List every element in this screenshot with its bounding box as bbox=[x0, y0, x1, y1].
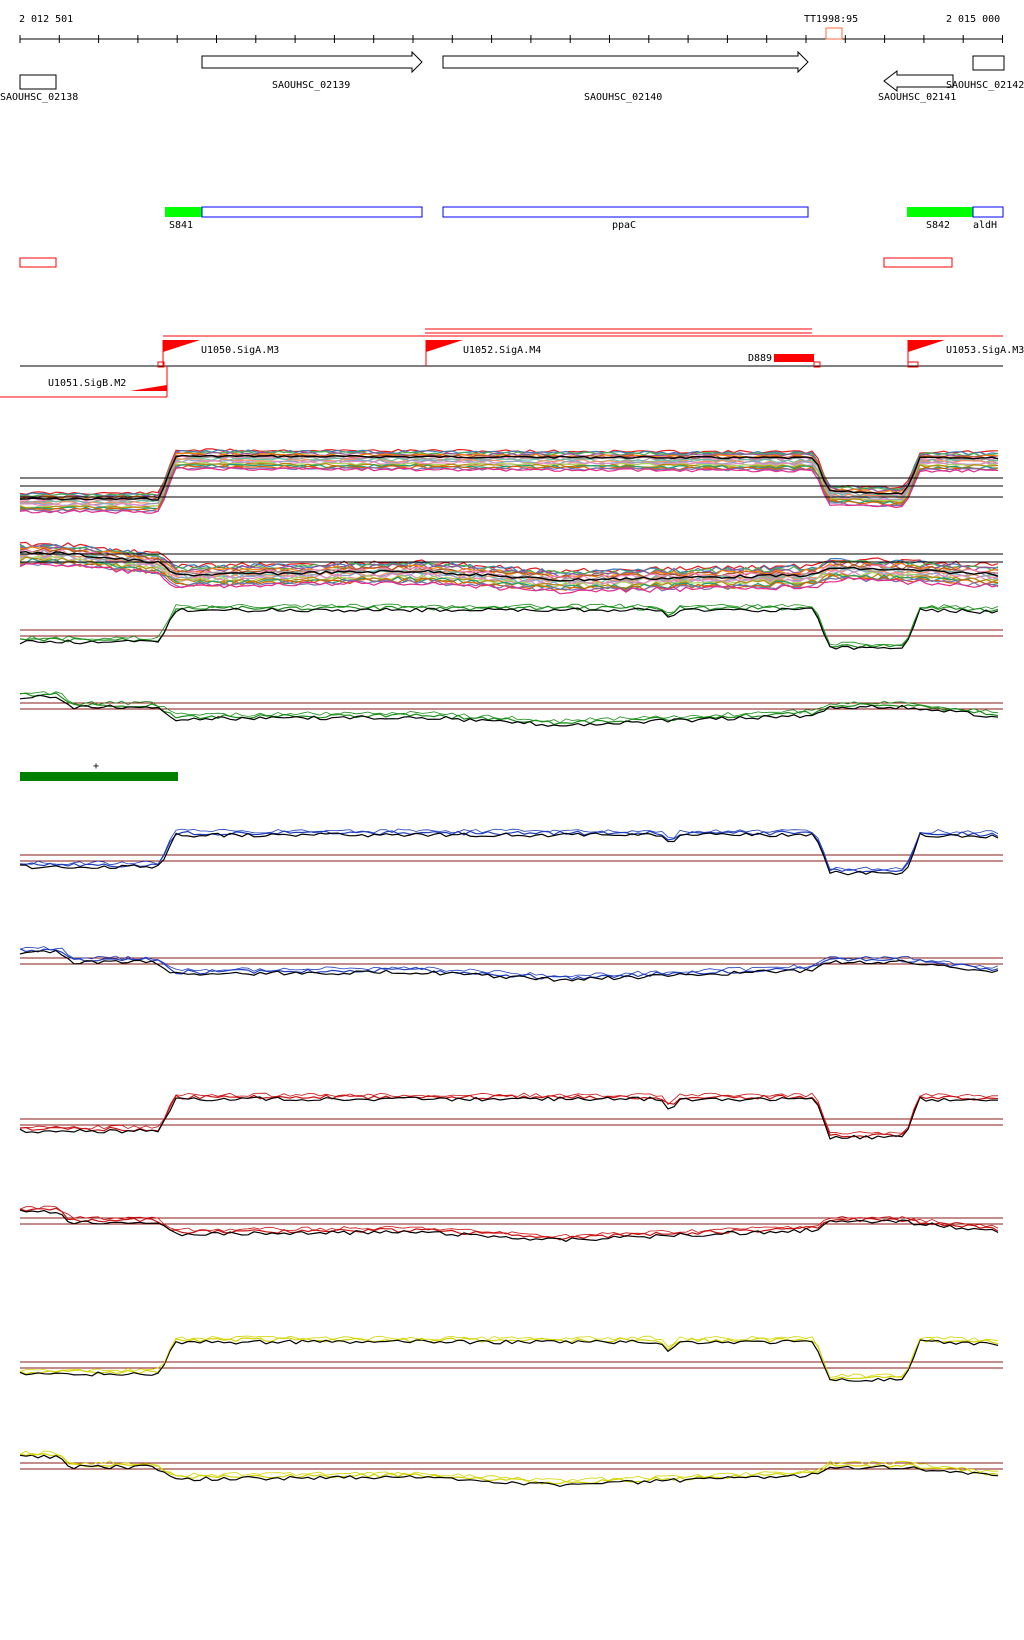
feature-blue-02139[interactable] bbox=[201, 206, 423, 218]
gene-label-02141: SAOUHSC_02141 bbox=[878, 92, 956, 103]
feature-label-s842: S842 bbox=[926, 220, 950, 231]
plus-mark: + bbox=[93, 761, 99, 772]
promoter-label-u1051: U1051.SigB.M2 bbox=[48, 378, 126, 389]
promoter-flag-u1053[interactable] bbox=[908, 340, 945, 352]
gene-arrow-02141[interactable] bbox=[883, 69, 954, 93]
coordinate-ruler: 2 012 501 2 015 000 TT1998:95 bbox=[19, 14, 1003, 43]
promoter-label-u1053: U1053.SigA.M3 bbox=[946, 345, 1024, 356]
sample-forward-trace bbox=[19, 832, 999, 876]
multi-sample-reverse-trace bbox=[19, 547, 999, 580]
feature-s841[interactable] bbox=[165, 207, 202, 217]
ruler-start-label: 2 012 501 bbox=[19, 14, 73, 25]
gene-box-02142[interactable] bbox=[972, 55, 1005, 71]
sample-forward-trace bbox=[19, 607, 999, 650]
feature-ppac[interactable] bbox=[442, 206, 809, 218]
dark-green-bar[interactable] bbox=[20, 772, 178, 781]
multi-sample-forward-trace bbox=[19, 454, 999, 501]
sample-reverse-trace bbox=[19, 946, 999, 978]
d889-label: D889 bbox=[748, 353, 772, 364]
terminator-label: TT1998:95 bbox=[804, 14, 858, 25]
gene-label-02142: SAOUHSC_02142 bbox=[946, 80, 1024, 91]
ruler-end-label: 2 015 000 bbox=[946, 14, 1000, 25]
feature-aldh[interactable] bbox=[972, 206, 1004, 218]
sample-forward-trace bbox=[19, 1092, 998, 1136]
gene-box-02138[interactable] bbox=[19, 74, 57, 90]
multi-sample-reverse-trace bbox=[19, 544, 999, 576]
sample-forward-trace bbox=[19, 1335, 999, 1378]
promoter-flag-u1050[interactable] bbox=[163, 340, 200, 352]
multi-sample-reverse-trace bbox=[19, 555, 999, 587]
sample-reverse-trace bbox=[19, 1454, 999, 1488]
multi-sample-forward-trace bbox=[19, 463, 999, 511]
red-region-right[interactable] bbox=[883, 257, 953, 268]
feature-annotation-track: S841 ppaC S842 aldH bbox=[165, 206, 1004, 231]
feature-s842[interactable] bbox=[907, 207, 973, 217]
gene-arrow-02139[interactable] bbox=[201, 50, 423, 74]
d889-block[interactable] bbox=[774, 354, 814, 362]
promoter-flag-u1052[interactable] bbox=[426, 340, 463, 352]
sample-forward-trace bbox=[19, 828, 999, 872]
multi-sample-reverse-trace bbox=[19, 562, 999, 595]
sample-reverse-trace bbox=[19, 949, 999, 982]
promoter-flag-u1051[interactable] bbox=[130, 385, 167, 391]
promoter-label-u1052: U1052.SigA.M4 bbox=[463, 345, 541, 356]
feature-label-ppac: ppaC bbox=[612, 220, 636, 231]
gene-label-02139: SAOUHSC_02139 bbox=[272, 80, 350, 91]
sample-reverse-trace bbox=[19, 691, 999, 724]
multi-sample-forward-trace bbox=[19, 454, 999, 502]
sample-forward-trace bbox=[19, 1096, 999, 1140]
expression-tracks bbox=[19, 448, 1003, 1488]
multi-sample-forward-trace bbox=[19, 466, 998, 514]
multi-sample-reverse-trace bbox=[19, 550, 999, 582]
sample-reverse-trace bbox=[19, 692, 999, 726]
sample-forward-trace bbox=[19, 830, 999, 874]
terminator-marker[interactable] bbox=[825, 27, 843, 40]
feature-label-s841: S841 bbox=[169, 220, 193, 231]
red-region-left[interactable] bbox=[19, 257, 57, 268]
gene-track: SAOUHSC_02138 SAOUHSC_02139 SAOUHSC_0214… bbox=[0, 50, 1024, 103]
sample-reverse-trace bbox=[19, 1205, 999, 1238]
sample-reverse-trace bbox=[19, 1207, 999, 1241]
sample-forward-trace bbox=[19, 1337, 999, 1381]
promoter-track: U1050.SigA.M3 U1052.SigA.M4 D889 U1053.S… bbox=[0, 328, 1024, 398]
multi-sample-forward-trace bbox=[19, 461, 999, 509]
ruler-ticks bbox=[19, 35, 1003, 43]
sample-forward-trace bbox=[19, 1339, 999, 1382]
sample-reverse-trace bbox=[19, 1450, 998, 1483]
promoter-label-u1050: U1050.SigA.M3 bbox=[201, 345, 279, 356]
green-bar-track: + bbox=[20, 761, 178, 781]
sample-reverse-trace bbox=[19, 1209, 999, 1243]
multi-sample-forward-trace bbox=[19, 457, 999, 506]
feature-label-aldh: aldH bbox=[973, 220, 997, 231]
gene-arrow-02140[interactable] bbox=[442, 50, 809, 74]
sample-forward-trace bbox=[19, 603, 999, 646]
red-region-track bbox=[19, 257, 953, 268]
sample-reverse-trace bbox=[19, 694, 999, 727]
gene-label-02138: SAOUHSC_02138 bbox=[0, 92, 78, 103]
gene-label-02140: SAOUHSC_02140 bbox=[584, 92, 662, 103]
